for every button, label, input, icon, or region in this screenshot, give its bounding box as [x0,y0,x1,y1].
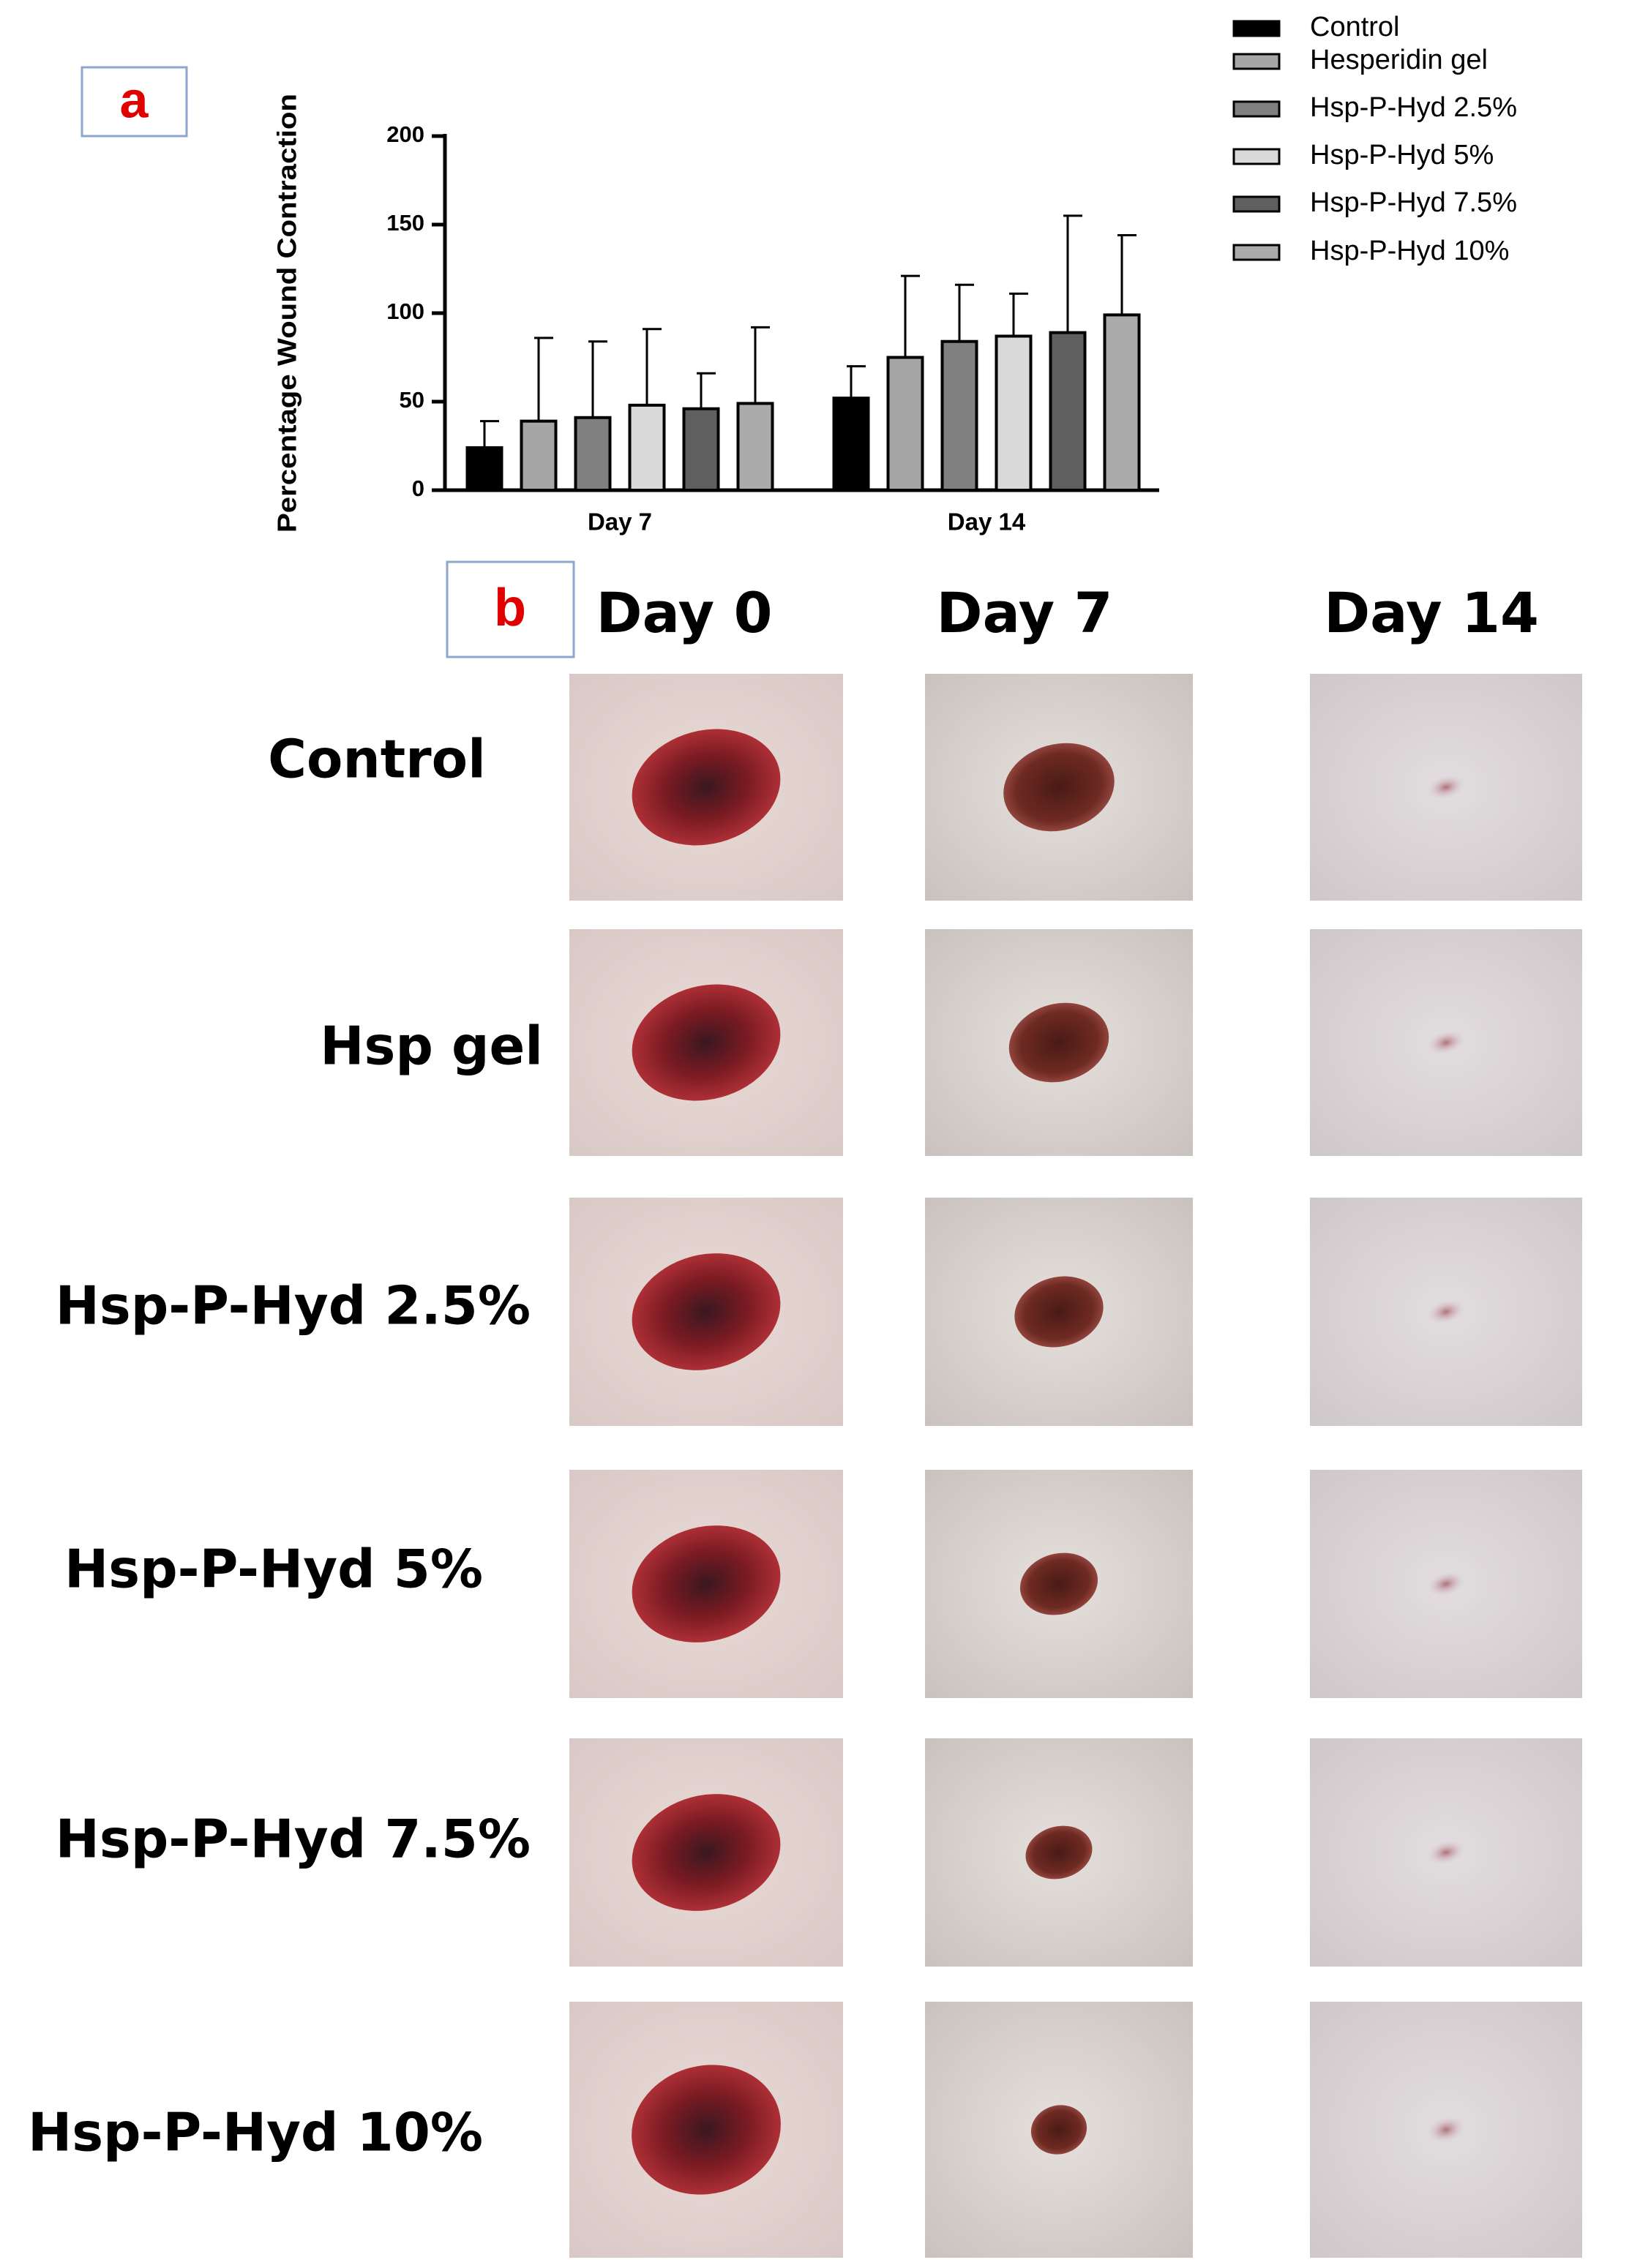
row-label: Hsp-P-Hyd 5% [64,1539,483,1600]
wound [632,984,781,1101]
bar [465,446,503,492]
y-axis-label: Percentage Wound Contraction [272,94,302,533]
legend-label: Hsp-P-Hyd 2.5% [1310,92,1517,123]
bar [520,419,558,492]
wound [632,1253,781,1370]
legend-swatch [1232,244,1281,261]
legend-swatch [1232,148,1281,165]
legend-swatch [1232,53,1281,70]
wound [1019,1552,1098,1615]
x-tick-label: Day 14 [948,508,1026,536]
bar [1103,313,1141,492]
wound [1008,1002,1109,1083]
wound [632,1525,781,1642]
column-header: Day 0 [596,580,773,645]
bar [736,402,774,492]
wound [1030,2105,1087,2155]
panel-a: a Percentage Wound Contraction [80,66,1159,533]
panel-label: a [120,71,149,128]
panel-label: b [494,579,526,637]
row-label: Control [268,729,486,790]
legend-label: Control [1310,12,1400,42]
panel-label-box [446,560,575,658]
y-tick-label: 0 [412,476,424,501]
column-header: Day 14 [1324,580,1539,645]
legend-label: Hsp-P-Hyd 7.5% [1310,187,1517,218]
legend-label: Hsp-P-Hyd 5% [1310,140,1494,170]
legend-label: Hsp-P-Hyd 10% [1310,236,1509,266]
y-tick-label: 200 [386,121,424,147]
wound [632,729,781,846]
row-label: Hsp-P-Hyd 10% [28,2102,483,2163]
wound [1427,1030,1465,1055]
bar [682,407,720,492]
column-header: Day 7 [937,580,1113,645]
wound [1014,1276,1104,1348]
wound [1427,1840,1465,1865]
y-tick-label: 100 [386,298,424,324]
bar [832,397,870,492]
wound [1427,775,1465,800]
wound [1427,1299,1465,1324]
legend-swatch [1232,20,1281,37]
wound [1025,1825,1093,1880]
legend-label: Hesperidin gel [1310,45,1488,75]
bar [886,356,924,492]
wound [1003,743,1115,832]
row-label: Hsp-P-Hyd 7.5% [56,1809,531,1870]
y-tick-label: 150 [386,210,424,236]
bar [940,339,978,492]
bar [574,416,612,492]
wound [1427,2116,1465,2144]
legend-swatch [1232,195,1281,213]
y-tick-label: 50 [400,387,424,413]
legend-swatch [1232,100,1281,118]
row-label: Hsp gel [320,1015,543,1077]
row-label: Hsp-P-Hyd 2.5% [56,1275,531,1337]
panel-b: b [446,560,575,658]
bar [1049,331,1087,492]
x-tick-label: Day 7 [588,508,652,536]
wound [632,2065,781,2195]
wound [1427,1572,1465,1596]
panel-label-box [80,66,188,138]
bar [628,403,666,492]
wound [632,1794,781,1911]
bar [995,334,1033,492]
